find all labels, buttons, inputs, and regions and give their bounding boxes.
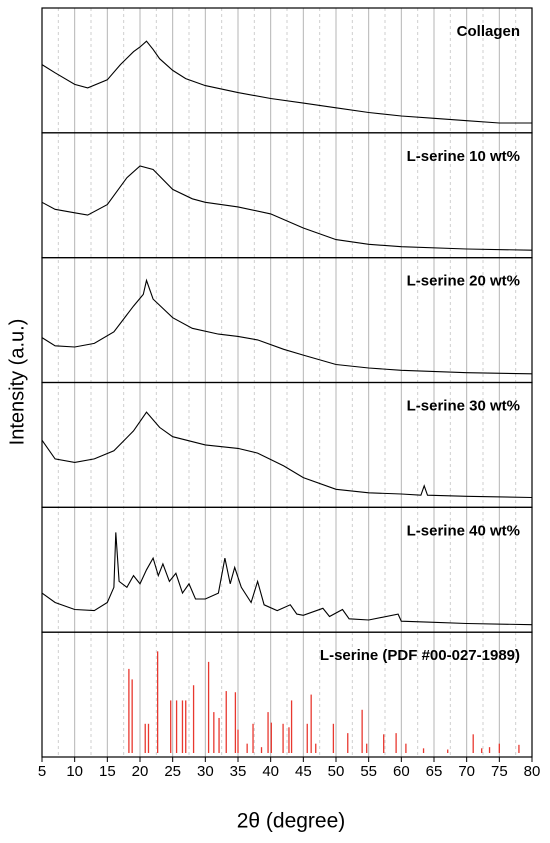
x-tick-label: 70 <box>458 763 475 780</box>
panel-title: L-serine 30 wt% <box>407 397 520 414</box>
panel-title: L-serine 10 wt% <box>407 148 520 165</box>
y-axis-label: Intensity (a.u.) <box>6 319 28 446</box>
xrd-line <box>41 165 533 251</box>
x-tick-label: 15 <box>99 763 116 780</box>
xrd-line <box>41 411 533 499</box>
x-tick-label: 30 <box>197 763 214 780</box>
x-tick-label: 20 <box>132 763 149 780</box>
x-tick-label: 45 <box>295 763 312 780</box>
panel-frame <box>41 631 533 758</box>
x-tick-label: 25 <box>164 763 181 780</box>
x-tick-label: 50 <box>328 763 345 780</box>
x-tick-label: 10 <box>66 763 83 780</box>
x-tick-label: 40 <box>262 763 279 780</box>
panel-title: L-serine (PDF #00-027-1989) <box>320 647 520 664</box>
x-tick-label: 75 <box>491 763 508 780</box>
xrd-line <box>41 532 533 626</box>
x-tick-label: 5 <box>38 763 46 780</box>
x-tick-label: 55 <box>360 763 377 780</box>
xrd-line <box>41 278 533 375</box>
panel-title: L-serine 20 wt% <box>407 273 520 290</box>
x-tick-label: 80 <box>524 763 541 780</box>
x-tick-label: 65 <box>426 763 443 780</box>
panel-title: Collagen <box>457 23 520 40</box>
x-tick-label: 60 <box>393 763 410 780</box>
x-tick-label: 35 <box>230 763 247 780</box>
xrd-line <box>41 40 532 124</box>
x-axis-label: 2θ (degree) <box>237 810 346 833</box>
panel-title: L-serine 40 wt% <box>407 522 520 539</box>
